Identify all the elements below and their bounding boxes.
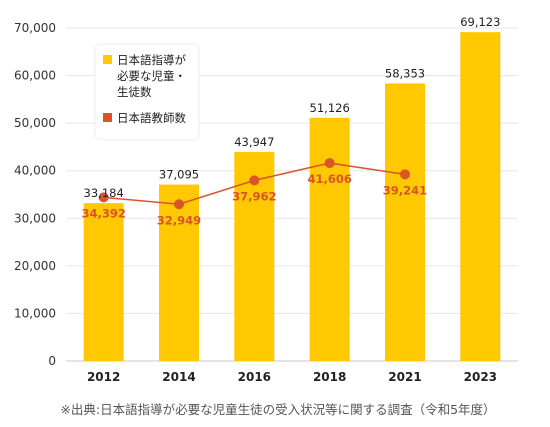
line-value-label: 39,241 — [383, 183, 427, 197]
legend-label: 日本語教師数 — [117, 111, 186, 125]
line-point — [324, 158, 335, 169]
bar-value-label: 69,123 — [460, 15, 500, 29]
legend-swatch — [103, 55, 112, 64]
bar-value-label: 33,184 — [84, 186, 124, 200]
line-value-label: 37,962 — [232, 189, 276, 203]
bar — [83, 203, 124, 361]
bar — [309, 117, 350, 361]
x-tick-label: 2016 — [238, 370, 271, 384]
x-tick-label: 2021 — [388, 370, 421, 384]
bar-value-label: 37,095 — [159, 168, 199, 182]
x-tick-label: 2018 — [313, 370, 346, 384]
bar — [234, 151, 275, 361]
line-point — [400, 169, 410, 180]
line-point — [174, 199, 184, 210]
y-tick-label: 70,000 — [14, 21, 56, 35]
bar — [159, 184, 199, 361]
x-tick-label: 2014 — [162, 370, 195, 384]
y-tick-label: 40,000 — [14, 164, 56, 178]
legend-label: 生徒数 — [117, 85, 152, 99]
y-tick-label: 20,000 — [14, 259, 56, 273]
x-tick-label: 2012 — [87, 370, 120, 384]
legend-box — [94, 43, 200, 141]
y-tick-label: 0 — [48, 354, 56, 368]
y-tick-label: 10,000 — [14, 306, 56, 320]
legend-label: 必要な児童・ — [117, 69, 186, 83]
bar-value-label: 51,126 — [310, 101, 350, 115]
bar-value-label: 58,353 — [385, 66, 425, 80]
line-layer — [98, 158, 410, 210]
legend-swatch — [103, 113, 112, 122]
bar — [460, 32, 501, 362]
line-value-label: 32,949 — [157, 213, 201, 227]
x-tick-label: 2023 — [464, 370, 497, 384]
line-point — [98, 192, 109, 203]
bar-value-label: 43,947 — [234, 135, 274, 149]
bar — [385, 83, 425, 362]
legend-label: 日本語指導が — [117, 53, 186, 67]
y-tick-label: 60,000 — [14, 69, 56, 83]
line-point — [249, 175, 260, 186]
line-value-label: 34,392 — [81, 206, 125, 220]
source-note: ※出典:日本語指導が必要な児童生徒の受入状況等に関する調査（令和5年度） — [60, 402, 495, 417]
grid-layer: 0 10,000 20,000 30,000 40,000 50,000 60,000 70,… — [14, 21, 518, 368]
label-layer: 33,184 2012 37,095 2014 43,947 2016 51,126 2018… — [81, 15, 500, 384]
y-tick-label: 50,000 — [14, 116, 56, 130]
line-value-label: 41,606 — [307, 172, 351, 186]
y-tick-label: 30,000 — [14, 211, 56, 225]
